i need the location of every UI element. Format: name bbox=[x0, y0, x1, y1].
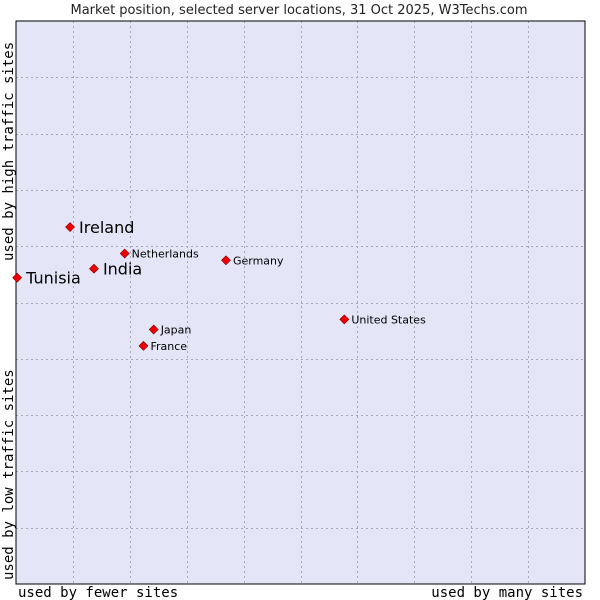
data-point-tunisia bbox=[12, 272, 23, 283]
y-axis-label-high: used by high traffic sites bbox=[1, 42, 17, 261]
grid-lines bbox=[16, 21, 585, 584]
data-points: Ireland Netherlands Germany India Tunisia Uni… bbox=[12, 218, 426, 353]
data-point-france bbox=[138, 340, 149, 351]
data-point-netherlands bbox=[119, 248, 130, 259]
data-label-france: France bbox=[150, 340, 187, 353]
data-label-india: India bbox=[103, 260, 142, 279]
chart-title: Market position, selected server locatio… bbox=[70, 3, 527, 18]
data-point-germany bbox=[221, 255, 231, 266]
data-label-germany: Germany bbox=[233, 254, 284, 267]
plot-area bbox=[16, 21, 585, 584]
data-label-tunisia: Tunisia bbox=[25, 269, 81, 288]
data-label-ireland: Ireland bbox=[79, 218, 134, 237]
data-point-united-states bbox=[339, 314, 350, 325]
x-axis-label-low: used by fewer sites bbox=[18, 585, 178, 600]
data-point-japan bbox=[148, 324, 159, 335]
data-point-india bbox=[89, 263, 99, 274]
y-axis-label-low: used by low traffic sites bbox=[1, 369, 17, 580]
x-axis-label-high: used by many sites bbox=[431, 585, 583, 600]
data-point-ireland bbox=[65, 222, 75, 232]
data-label-netherlands: Netherlands bbox=[132, 248, 199, 261]
plot-border bbox=[15, 20, 586, 585]
data-label-united-states: United States bbox=[351, 313, 426, 326]
data-label-japan: Japan bbox=[160, 324, 192, 337]
